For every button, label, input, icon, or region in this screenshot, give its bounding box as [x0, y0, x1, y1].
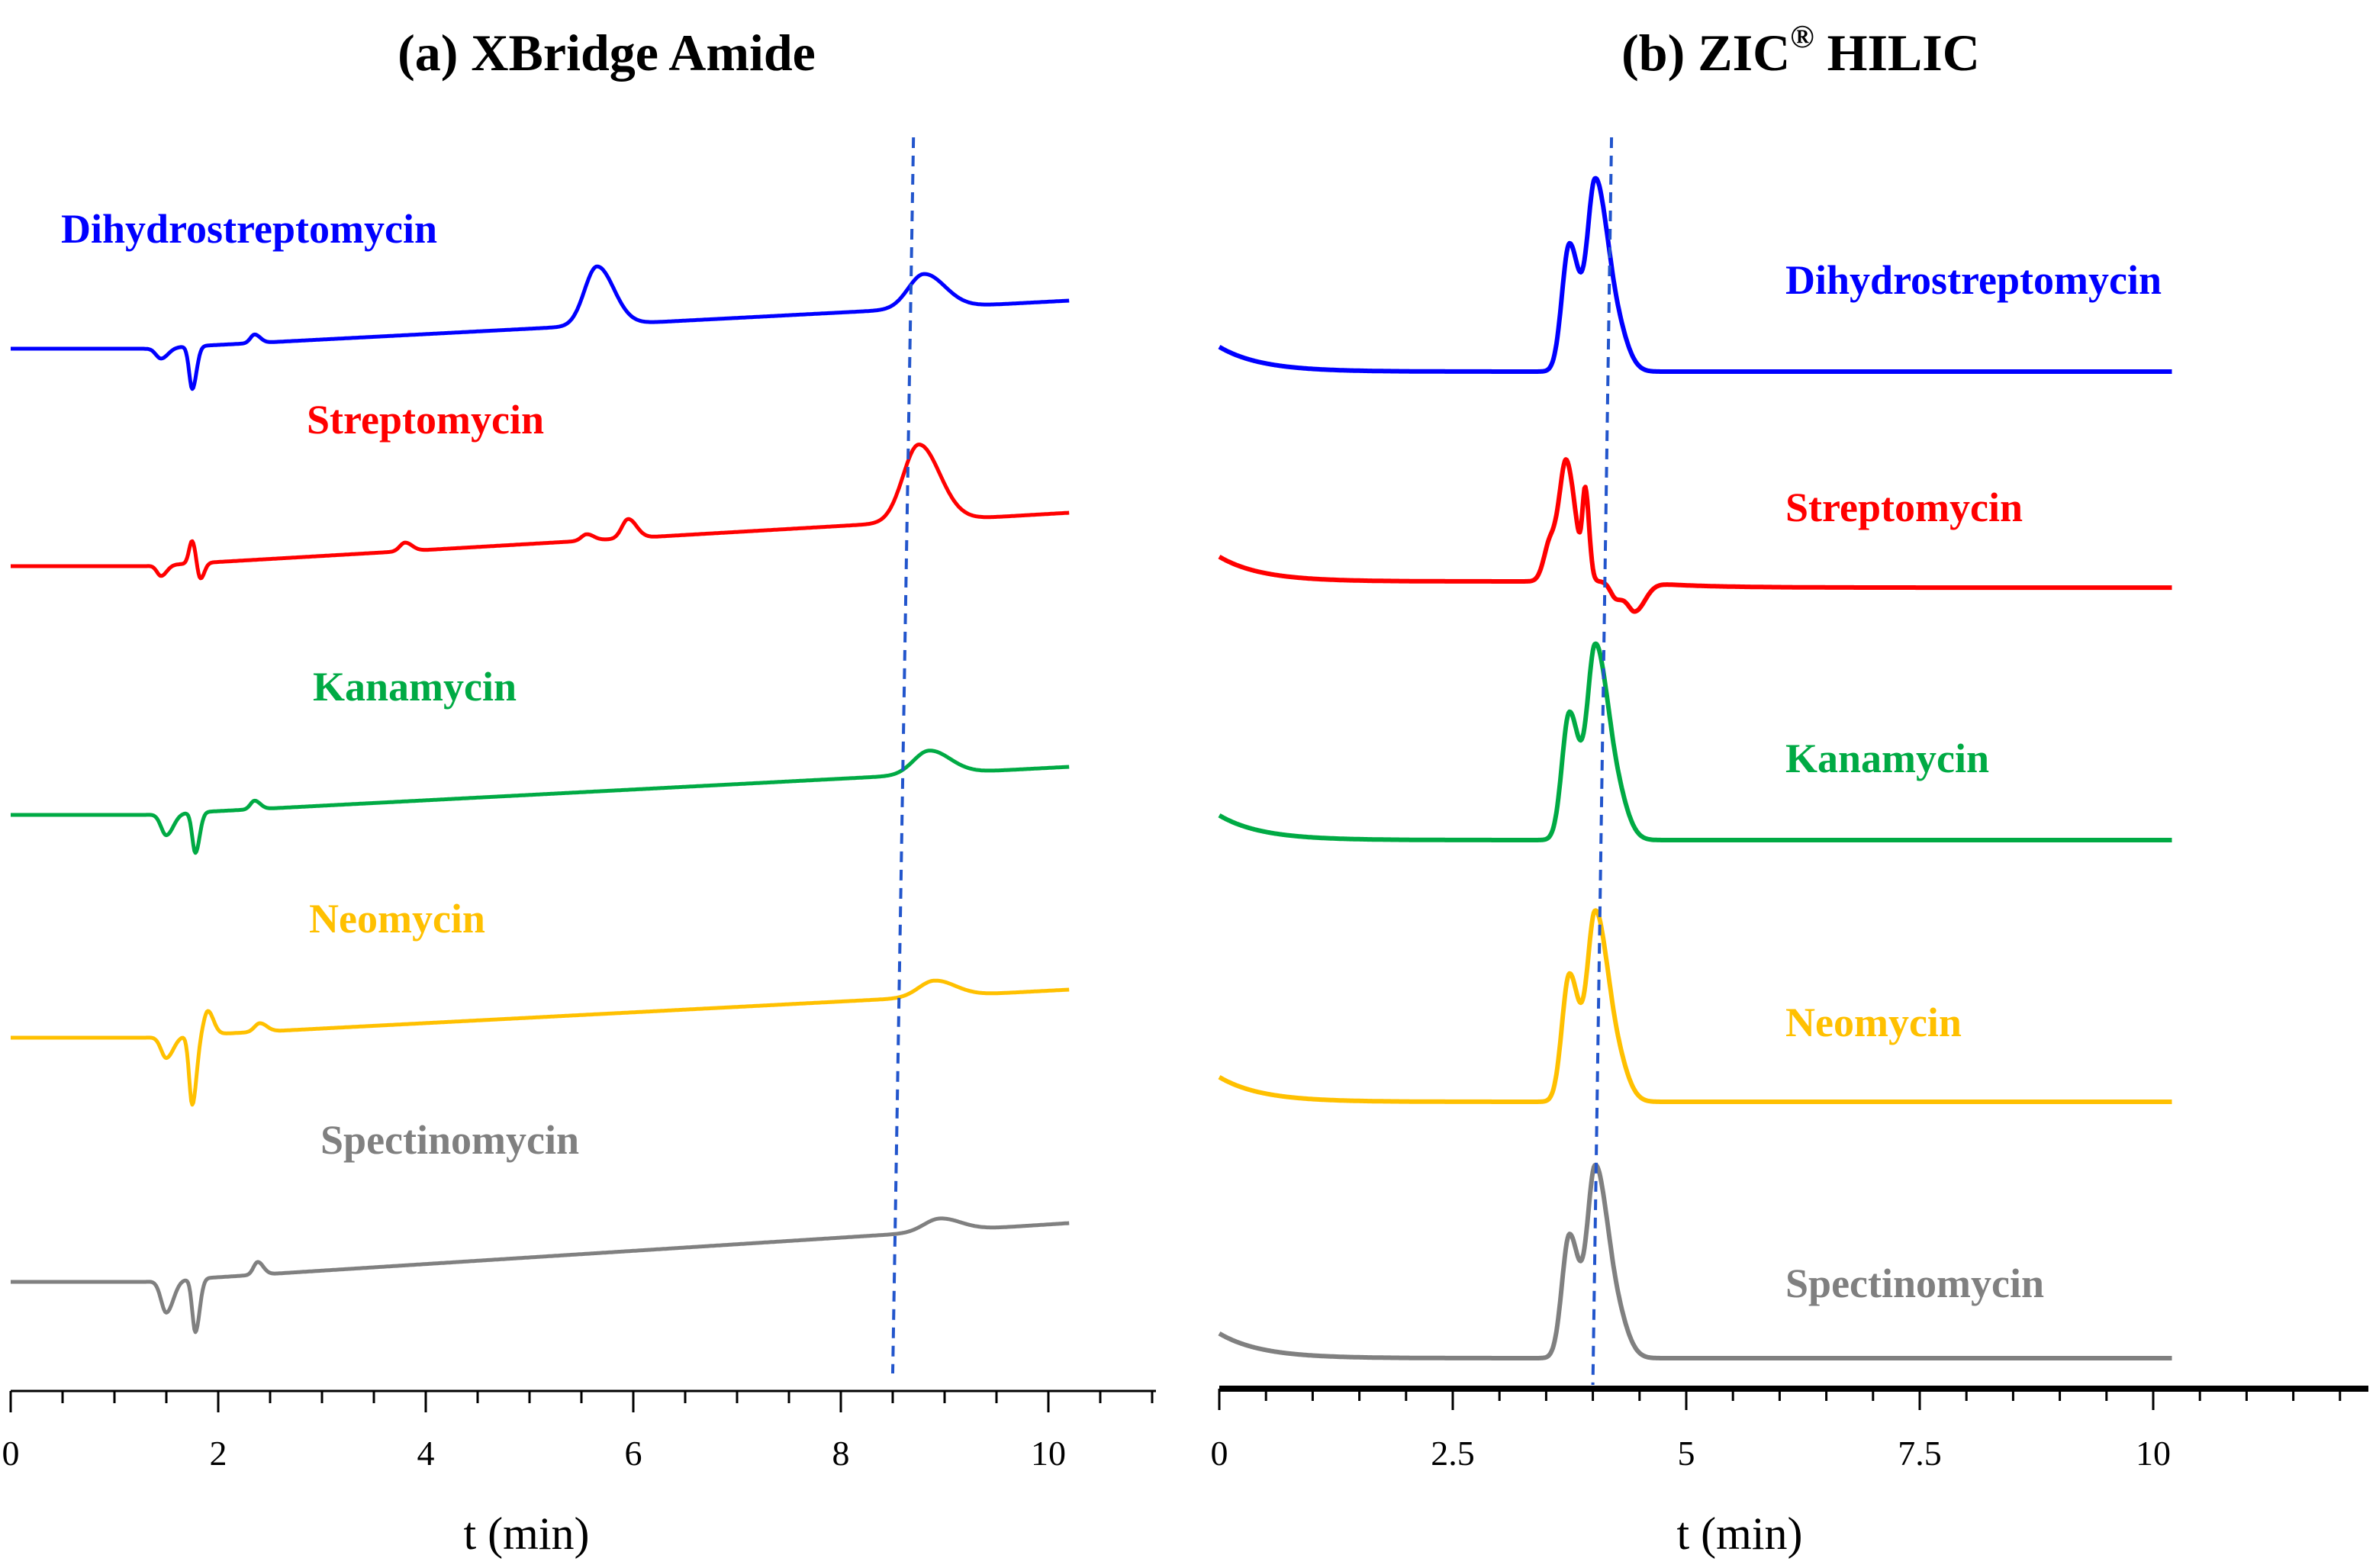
- panel-b-tick-label: 0: [1211, 1434, 1228, 1473]
- panel-a-label-streptomycin: Streptomycin: [307, 397, 544, 443]
- panel-a-trace-spectinomycin: [9, 1216, 1070, 1335]
- panel-b-label-dihydrostreptomycin: Dihydrostreptomycin: [1785, 257, 2162, 303]
- panel-a-title: (a) XBridge Amide: [398, 24, 816, 82]
- panel-a-tick-label: 10: [1031, 1434, 1066, 1473]
- panel-b-x-axis-label: t (min): [1677, 1508, 1803, 1559]
- panel-a-label-kanamycin: Kanamycin: [313, 664, 517, 710]
- panel-b-tick-label: 10: [2136, 1434, 2171, 1473]
- panel-a-trace-kanamycin: [9, 749, 1070, 855]
- panel-a-x-axis: 0 2 4 6 8 10: [2, 1389, 1156, 1473]
- panel-b-trace-streptomycin: [1218, 457, 2174, 614]
- panel-b-x-axis: 0 2.5 5 7.5 10: [1211, 1386, 2368, 1473]
- panel-a-trace-neomycin: [9, 978, 1070, 1107]
- panel-b-reference-line: [1591, 137, 1614, 1386]
- panel-b-title: (b) ZIC® HILIC: [1621, 20, 1980, 82]
- panel-a-label-neomycin: Neomycin: [309, 896, 485, 942]
- panel-a-trace-streptomycin: [9, 443, 1070, 581]
- panel-b-label-kanamycin: Kanamycin: [1785, 736, 1989, 781]
- panel-b-label-streptomycin: Streptomycin: [1785, 485, 2023, 530]
- panel-b-label-neomycin: Neomycin: [1785, 1000, 1962, 1045]
- panel-a-trace-dihydrostreptomycin: [9, 264, 1070, 391]
- panel-a-tick-label: 2: [210, 1434, 227, 1473]
- panel-b-trace-kanamycin: [1218, 641, 2174, 842]
- panel-a-tick-label: 4: [417, 1434, 435, 1473]
- panel-b-tick-label: 2.5: [1431, 1434, 1475, 1473]
- panel-b-tick-label: 7.5: [1898, 1434, 1942, 1473]
- panel-b-zic-hilic: (b) ZIC® HILIC Dihydrostreptomycin Strep…: [1211, 20, 2368, 1559]
- panel-a-label-spectinomycin: Spectinomycin: [320, 1117, 579, 1163]
- panel-b-traces: [1218, 175, 2174, 1360]
- panel-b-title-main: (b) ZIC: [1621, 24, 1790, 82]
- panel-b-label-spectinomycin: Spectinomycin: [1785, 1261, 2044, 1306]
- panel-a-traces: [9, 264, 1070, 1335]
- panel-a-label-dihydrostreptomycin: Dihydrostreptomycin: [61, 206, 437, 252]
- panel-b-title-superscript: ®: [1790, 20, 1814, 55]
- panel-b-title-tail: HILIC: [1814, 24, 1980, 82]
- panel-a-tick-label: 8: [832, 1434, 850, 1473]
- panel-a-xbridge-amide: (a) XBridge Amide Dihydrostreptomycin St…: [2, 24, 1156, 1559]
- panel-a-x-axis-label: t (min): [464, 1508, 590, 1559]
- panel-a-tick-label: 0: [2, 1434, 20, 1473]
- panel-a-reference-line: [891, 137, 916, 1374]
- panel-b-trace-neomycin: [1218, 908, 2174, 1104]
- panel-b-trace-spectinomycin: [1218, 1162, 2174, 1360]
- panel-a-tick-label: 6: [625, 1434, 642, 1473]
- panel-b-trace-dihydrostreptomycin: [1218, 175, 2174, 374]
- panel-b-tick-label: 5: [1678, 1434, 1695, 1473]
